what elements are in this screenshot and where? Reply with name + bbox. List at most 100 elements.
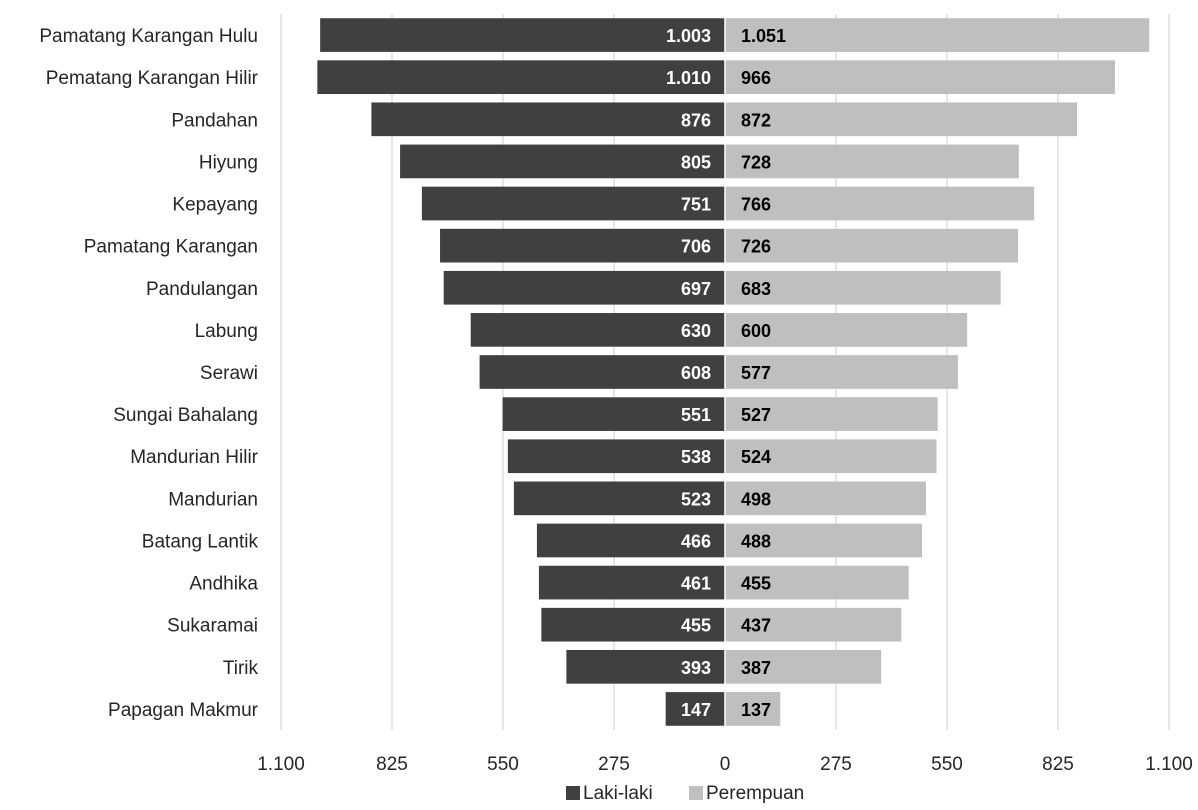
data-label-laki-laki: 461 xyxy=(681,574,711,594)
bars: 1.003 1.051 1.010 966 876 872 805 728 751 766 706 7… xyxy=(317,14,1150,730)
bar-laki-laki xyxy=(541,607,725,642)
category-label: Batang Lantik xyxy=(142,531,259,552)
category-label: Kepayang xyxy=(172,195,258,216)
x-tick-label: 825 xyxy=(1042,754,1074,775)
data-label-perempuan: 527 xyxy=(741,405,771,425)
bar-laki-laki xyxy=(470,313,725,347)
category-label: Hiyung xyxy=(199,152,258,173)
bar-laki-laki xyxy=(479,355,725,389)
data-label-perempuan: 726 xyxy=(741,237,771,257)
data-label-laki-laki: 466 xyxy=(681,531,711,551)
data-label-laki-laki: 393 xyxy=(681,658,711,678)
bar-laki-laki xyxy=(400,144,725,179)
data-label-perempuan: 683 xyxy=(741,279,771,299)
category-labels: Pamatang Karangan Hulu Pematang Karangan … xyxy=(39,26,258,721)
category-label: Serawi xyxy=(200,363,258,384)
category-label: Pandahan xyxy=(171,110,258,131)
category-label: Sungai Bahalang xyxy=(113,405,258,426)
category-label: Andhika xyxy=(189,574,258,595)
x-tick-label: 550 xyxy=(487,754,519,775)
legend-label-perempuan: Perempuan xyxy=(706,783,804,804)
bar-perempuan xyxy=(725,313,968,347)
x-tick-label: 0 xyxy=(720,754,731,775)
x-tick-label: 825 xyxy=(376,754,408,775)
legend-label-laki-laki: Laki-laki xyxy=(583,783,653,804)
data-label-laki-laki: 630 xyxy=(681,321,711,341)
data-label-perempuan: 766 xyxy=(741,195,771,215)
bar-perempuan xyxy=(725,439,937,474)
category-label: Pamatang Karangan xyxy=(84,237,258,258)
category-label: Pamatang Karangan Hulu xyxy=(39,26,258,47)
data-label-laki-laki: 706 xyxy=(681,237,711,257)
bar-laki-laki xyxy=(538,565,725,600)
category-label: Sukaramai xyxy=(167,616,258,637)
category-label: Labung xyxy=(195,321,258,342)
legend-swatch-perempuan xyxy=(689,786,703,800)
data-label-perempuan: 498 xyxy=(741,489,771,509)
data-label-laki-laki: 608 xyxy=(681,363,711,383)
bar-laki-laki xyxy=(371,102,725,137)
data-label-laki-laki: 147 xyxy=(681,700,711,720)
category-label: Papagan Makmur xyxy=(108,700,259,721)
bar-perempuan xyxy=(725,144,1019,179)
bar-perempuan xyxy=(725,649,882,684)
bar-perempuan xyxy=(725,565,909,600)
bar-laki-laki xyxy=(665,692,725,726)
bar-laki-laki xyxy=(566,649,725,684)
data-label-laki-laki: 751 xyxy=(681,195,711,215)
category-label: Mandurian xyxy=(168,489,258,510)
data-label-perempuan: 437 xyxy=(741,616,771,636)
category-label: Tirik xyxy=(223,658,259,679)
data-label-perempuan: 488 xyxy=(741,531,771,551)
category-label: Mandurian Hilir xyxy=(130,447,258,468)
bar-laki-laki xyxy=(320,18,725,52)
data-label-perempuan: 387 xyxy=(741,658,771,678)
bar-laki-laki xyxy=(507,439,725,474)
data-label-perempuan: 966 xyxy=(741,68,771,88)
x-tick-label: 275 xyxy=(598,754,630,775)
x-tick-label: 550 xyxy=(931,754,963,775)
category-label: Pandulangan xyxy=(146,279,258,300)
bar-perempuan xyxy=(725,60,1115,95)
bar-perempuan xyxy=(725,186,1035,221)
data-label-perempuan: 524 xyxy=(741,447,771,467)
data-label-laki-laki: 523 xyxy=(681,489,711,509)
data-label-perempuan: 872 xyxy=(741,110,771,130)
bar-laki-laki xyxy=(317,60,725,95)
data-label-laki-laki: 551 xyxy=(681,405,711,425)
data-label-perempuan: 1.051 xyxy=(741,26,786,46)
category-label: Pematang Karangan Hilir xyxy=(46,68,259,89)
data-label-laki-laki: 1.003 xyxy=(666,26,711,46)
x-tick-label: 1.100 xyxy=(1145,754,1193,775)
bar-perempuan xyxy=(725,270,1001,305)
bar-perempuan xyxy=(725,607,902,642)
legend: Laki-laki Perempuan xyxy=(566,783,804,804)
legend-swatch-laki-laki xyxy=(566,786,580,800)
data-label-perempuan: 600 xyxy=(741,321,771,341)
bar-perempuan xyxy=(725,102,1077,137)
data-label-laki-laki: 876 xyxy=(681,110,711,130)
data-label-laki-laki: 455 xyxy=(681,616,711,636)
bar-laki-laki xyxy=(502,397,725,431)
bar-laki-laki xyxy=(440,228,725,263)
bar-laki-laki xyxy=(536,523,725,558)
data-label-perempuan: 137 xyxy=(741,700,771,720)
bar-perempuan xyxy=(725,692,781,726)
bar-perempuan xyxy=(725,481,927,516)
data-label-laki-laki: 538 xyxy=(681,447,711,467)
bar-perempuan xyxy=(725,228,1019,263)
bar-perempuan xyxy=(725,397,938,431)
bar-perempuan xyxy=(725,18,1150,52)
data-label-perempuan: 455 xyxy=(741,574,771,594)
data-label-laki-laki: 805 xyxy=(681,152,711,172)
bar-laki-laki xyxy=(443,270,725,305)
bar-laki-laki xyxy=(513,481,725,516)
x-tick-label: 1.100 xyxy=(257,754,305,775)
data-label-perempuan: 577 xyxy=(741,363,771,383)
bar-perempuan xyxy=(725,523,922,558)
data-label-perempuan: 728 xyxy=(741,152,771,172)
bar-perempuan xyxy=(725,355,958,389)
bar-laki-laki xyxy=(421,186,725,221)
x-axis-ticks: 1.100 825 550 275 0 275 550 825 1.100 xyxy=(257,754,1193,775)
